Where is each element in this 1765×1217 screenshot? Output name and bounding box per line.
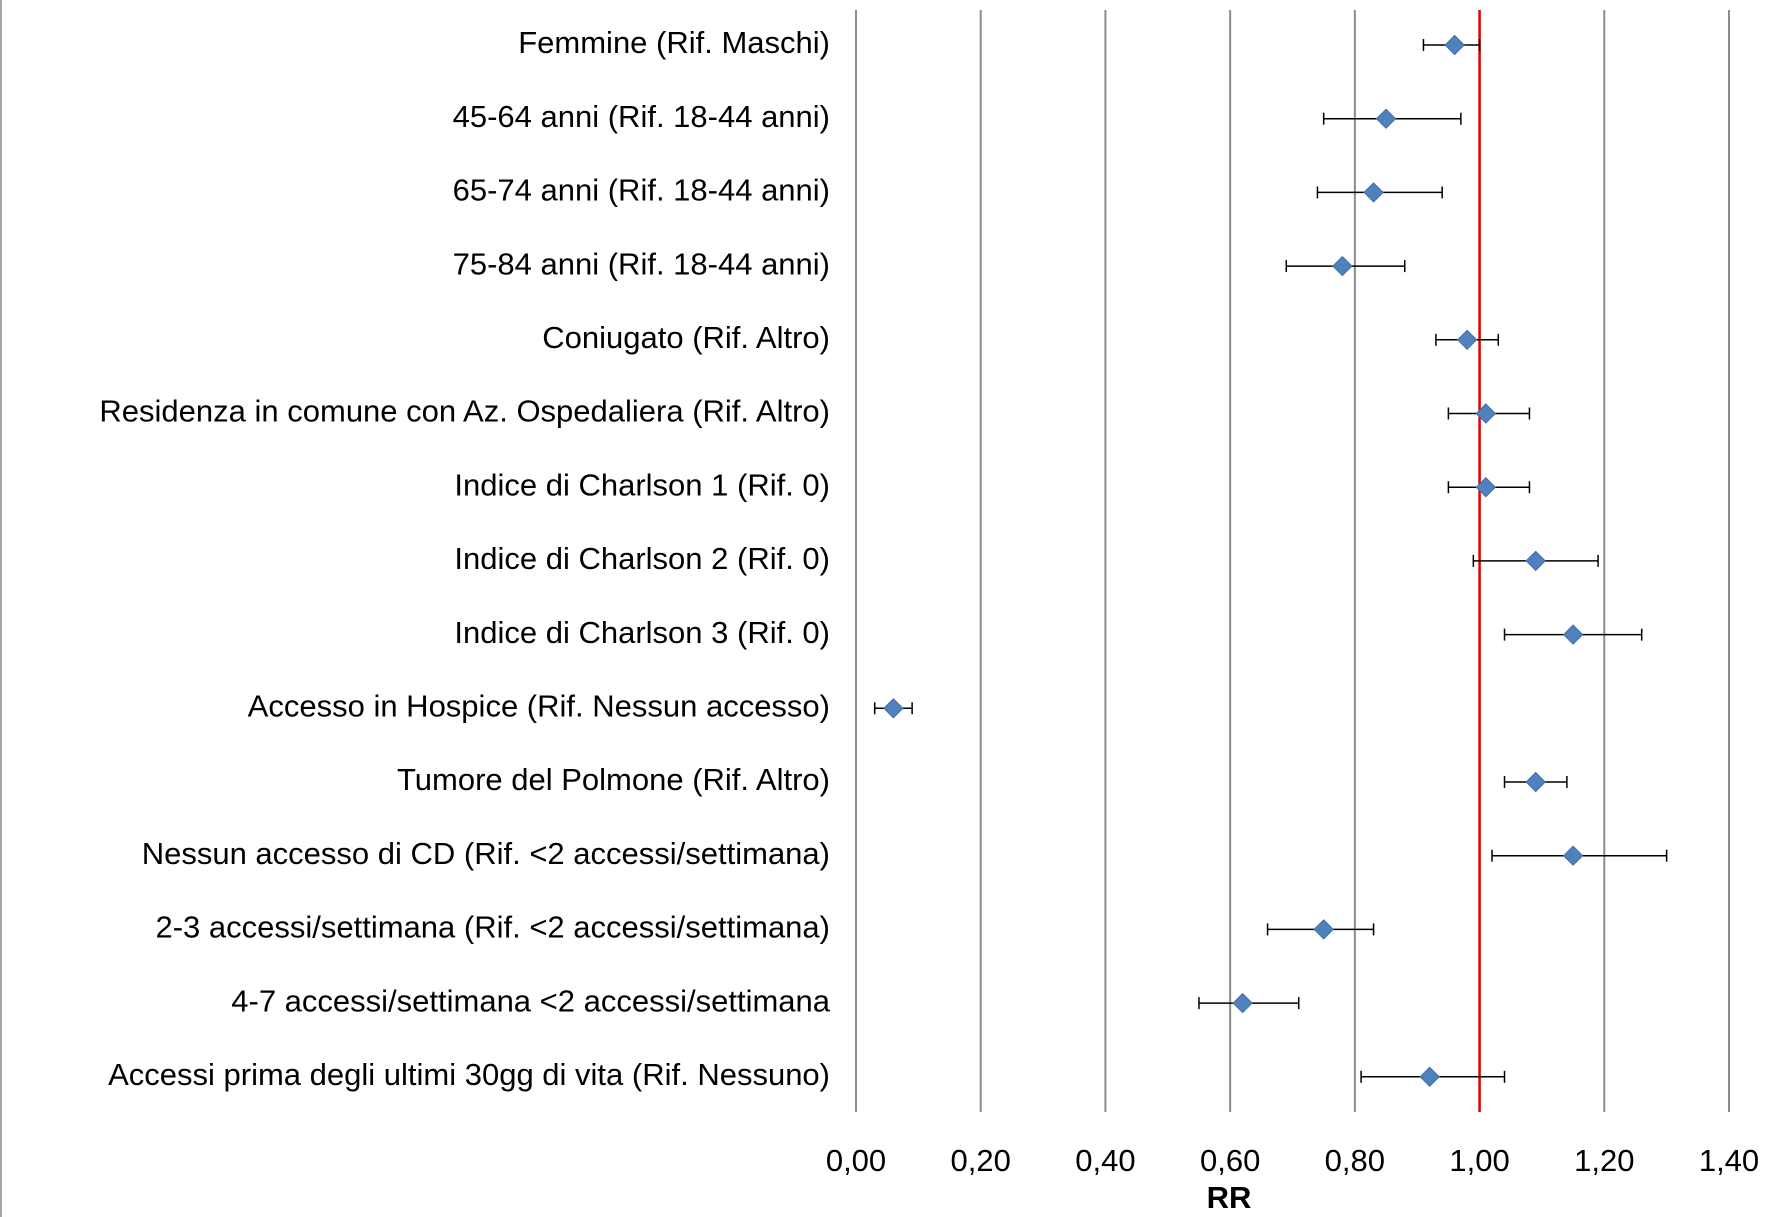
y-tick-label: 45-64 anni (Rif. 18-44 anni) [453,99,830,134]
point [1375,108,1397,129]
y-tick-label: Accessi prima degli ultimi 30gg di vita … [108,1057,830,1092]
point [1313,919,1334,940]
x-tick-label: 0,40 [1075,1143,1135,1178]
point [1363,182,1384,203]
y-tick-label: 2-3 accessi/settimana (Rif. <2 accessi/s… [155,910,830,945]
x-tick-label: 1,00 [1449,1143,1509,1178]
y-tick-label: Coniugato (Rif. Altro) [542,320,830,355]
point [1475,403,1497,424]
point [883,698,904,719]
y-tick-label: Residenza in comune con Az. Ospedaliera … [99,394,830,429]
point [1456,329,1478,351]
y-tick-label: 65-74 anni (Rif. 18-44 anni) [453,173,830,208]
y-tick-label: 4-7 accessi/settimana <2 accessi/settima… [231,983,831,1018]
point [1444,34,1465,56]
y-tick-label: Indice di Charlson 3 (Rif. 0) [454,615,830,650]
x-tick-label: 0,20 [951,1143,1011,1178]
y-tick-label: Tumore del Polmone (Rif. Altro) [397,762,830,797]
y-tick-label: Femmine (Rif. Maschi) [518,25,830,60]
x-tick-label: 1,40 [1699,1143,1759,1178]
y-tick-label: Indice di Charlson 1 (Rif. 0) [454,467,830,502]
x-tick-label: 0,00 [826,1143,886,1178]
point [1525,771,1546,793]
y-tick-label: 75-84 anni (Rif. 18-44 anni) [453,246,830,281]
point [1525,550,1546,572]
point [1332,255,1353,277]
point [1232,992,1253,1014]
y-tick-label: Indice di Charlson 2 (Rif. 0) [454,541,830,576]
x-tick-label: 0,80 [1325,1143,1385,1178]
point [1419,1066,1440,1088]
point [1475,476,1497,498]
x-tick-label: 0,60 [1200,1143,1260,1178]
x-axis-label: RR [1207,1180,1252,1215]
point [1562,624,1584,645]
x-tick-label: 1,20 [1574,1143,1634,1178]
y-tick-label: Nessun accesso di CD (Rif. <2 accessi/se… [142,836,830,871]
point [1562,845,1584,866]
y-tick-label: Accesso in Hospice (Rif. Nessun accesso) [248,688,830,723]
